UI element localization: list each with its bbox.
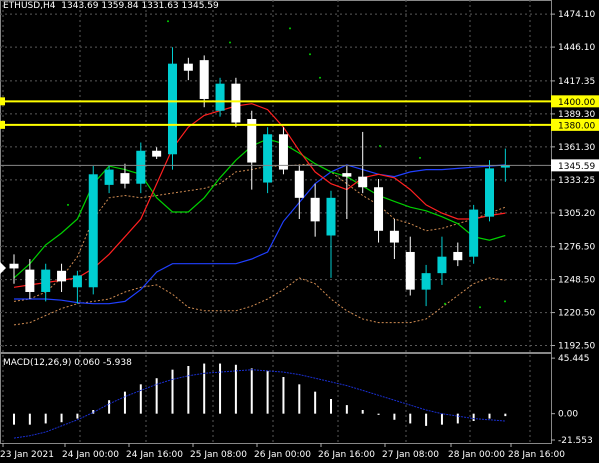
candle-body: [120, 173, 130, 184]
chart-title: ETHUSD,H4 1343.69 1359.84 1331.63 1345.5…: [3, 1, 219, 11]
level-marker: [0, 97, 5, 106]
candle-body: [215, 83, 225, 111]
price-tick-label: 1389.30: [558, 110, 595, 120]
ma-blue-line: [14, 164, 506, 305]
price-tick-label: 1333.25: [558, 176, 595, 186]
ma-green-line: [13, 138, 506, 279]
macd-tick-label: 45.445: [558, 354, 590, 364]
candle-body: [57, 270, 67, 282]
candle-body: [485, 168, 494, 217]
fractal-dot: [479, 306, 481, 309]
candle-body: [405, 251, 415, 290]
fractal-dot: [504, 300, 506, 303]
time-tick-label: 24 Jan 16:00: [126, 450, 183, 460]
candle-body: [326, 197, 336, 236]
price-tick-label: 1276.50: [558, 243, 595, 253]
candle-body: [500, 165, 510, 168]
time-tick-label: 24 Jan 00:00: [62, 450, 119, 460]
candle-body: [168, 63, 177, 155]
price-tick-label: 1248.50: [558, 276, 595, 286]
candle-body: [278, 134, 288, 170]
macd-pane-frame: [0, 353, 552, 444]
candle-body: [310, 197, 320, 222]
level-label: 1400.00: [558, 98, 595, 108]
candle-body: [88, 174, 98, 288]
price-marker-icon: [0, 262, 6, 274]
level-label-bg: [551, 95, 599, 108]
candle-body: [41, 269, 51, 292]
band-upper: [13, 163, 506, 302]
fractal-dot: [67, 203, 69, 206]
price-tick-label: 1192.50: [558, 342, 595, 352]
candle-body: [199, 60, 209, 99]
candles: [9, 47, 510, 307]
price-pane-frame: [0, 0, 552, 353]
candle-body: [374, 187, 384, 231]
macd-signal-line: [13, 369, 506, 439]
fractal-dot: [229, 41, 231, 44]
macd-label: MACD(12,26,9) 0.060 -5.938: [3, 358, 132, 368]
time-axis: 23 Jan 2021 24 Jan 00:00 24 Jan 16:00 25 Ja…: [0, 443, 565, 460]
price-tick-label: 1220.50: [558, 309, 595, 319]
band-lower: [13, 277, 506, 326]
macd-tick-label: -21.553: [558, 436, 593, 446]
level-label-bg: [551, 118, 599, 131]
macd-histogram: [13, 363, 507, 426]
candle-body: [231, 83, 241, 123]
candle-body: [152, 150, 162, 157]
price-tick-label: 1361.30: [558, 143, 595, 153]
candle-body: [437, 256, 447, 274]
macd-axis: 45.445 0.00 -21.553: [551, 354, 593, 446]
candle-body: [104, 169, 114, 185]
candle-body: [453, 251, 463, 261]
fractal-dot: [319, 76, 321, 79]
ohlc-readout: 1343.69 1359.84 1331.63 1345.59: [61, 1, 219, 11]
fractal-dot: [289, 27, 291, 30]
symbol-label: ETHUSD,H4: [3, 1, 56, 11]
candle-body: [469, 209, 479, 257]
fractal-dot: [167, 20, 169, 23]
fractal-dot: [419, 156, 421, 159]
price-axis: 1474.10 1446.10 1417.35 1389.30 1361.30 1333.…: [551, 10, 595, 352]
grid-lines: [0, 0, 551, 443]
candle-body: [358, 176, 368, 188]
fractal-dot: [309, 53, 311, 56]
level-marker: [0, 120, 5, 129]
candle-body: [263, 134, 273, 183]
candle-body: [294, 170, 304, 198]
candle-body: [342, 173, 352, 177]
fractal-dot: [379, 145, 381, 148]
envelope-bands: [13, 163, 506, 326]
candle-body: [247, 118, 257, 163]
candle-body: [183, 63, 193, 71]
price-tick-label: 1446.10: [558, 43, 595, 53]
current-price-bg: [551, 159, 599, 172]
candle-body: [25, 269, 35, 292]
time-tick-label: 28 Jan 16:00: [508, 450, 565, 460]
time-tick-label: 25 Jan 08:00: [190, 450, 247, 460]
macd-tick-label: 0.00: [558, 410, 578, 420]
time-tick-label: 26 Jan 00:00: [254, 450, 311, 460]
price-tick-label: 1474.10: [558, 10, 595, 20]
candle-body: [421, 273, 431, 290]
candle-body: [136, 150, 146, 184]
time-tick-label: 28 Jan 00:00: [448, 450, 505, 460]
level-label: 1380.00: [558, 121, 595, 131]
current-price-label: 1345.59: [558, 162, 595, 172]
candle-body: [389, 230, 399, 243]
time-tick-label: 23 Jan 2021: [0, 450, 54, 460]
price-tick-label: 1417.35: [558, 77, 595, 87]
time-tick-label: 27 Jan 08:00: [382, 450, 439, 460]
fractal-dot: [444, 302, 446, 305]
time-tick-label: 26 Jan 16:00: [318, 450, 375, 460]
candle-body: [9, 263, 19, 269]
candle-body: [72, 275, 82, 288]
fractal-dots: [67, 20, 506, 309]
price-tick-label: 1305.20: [558, 209, 595, 219]
